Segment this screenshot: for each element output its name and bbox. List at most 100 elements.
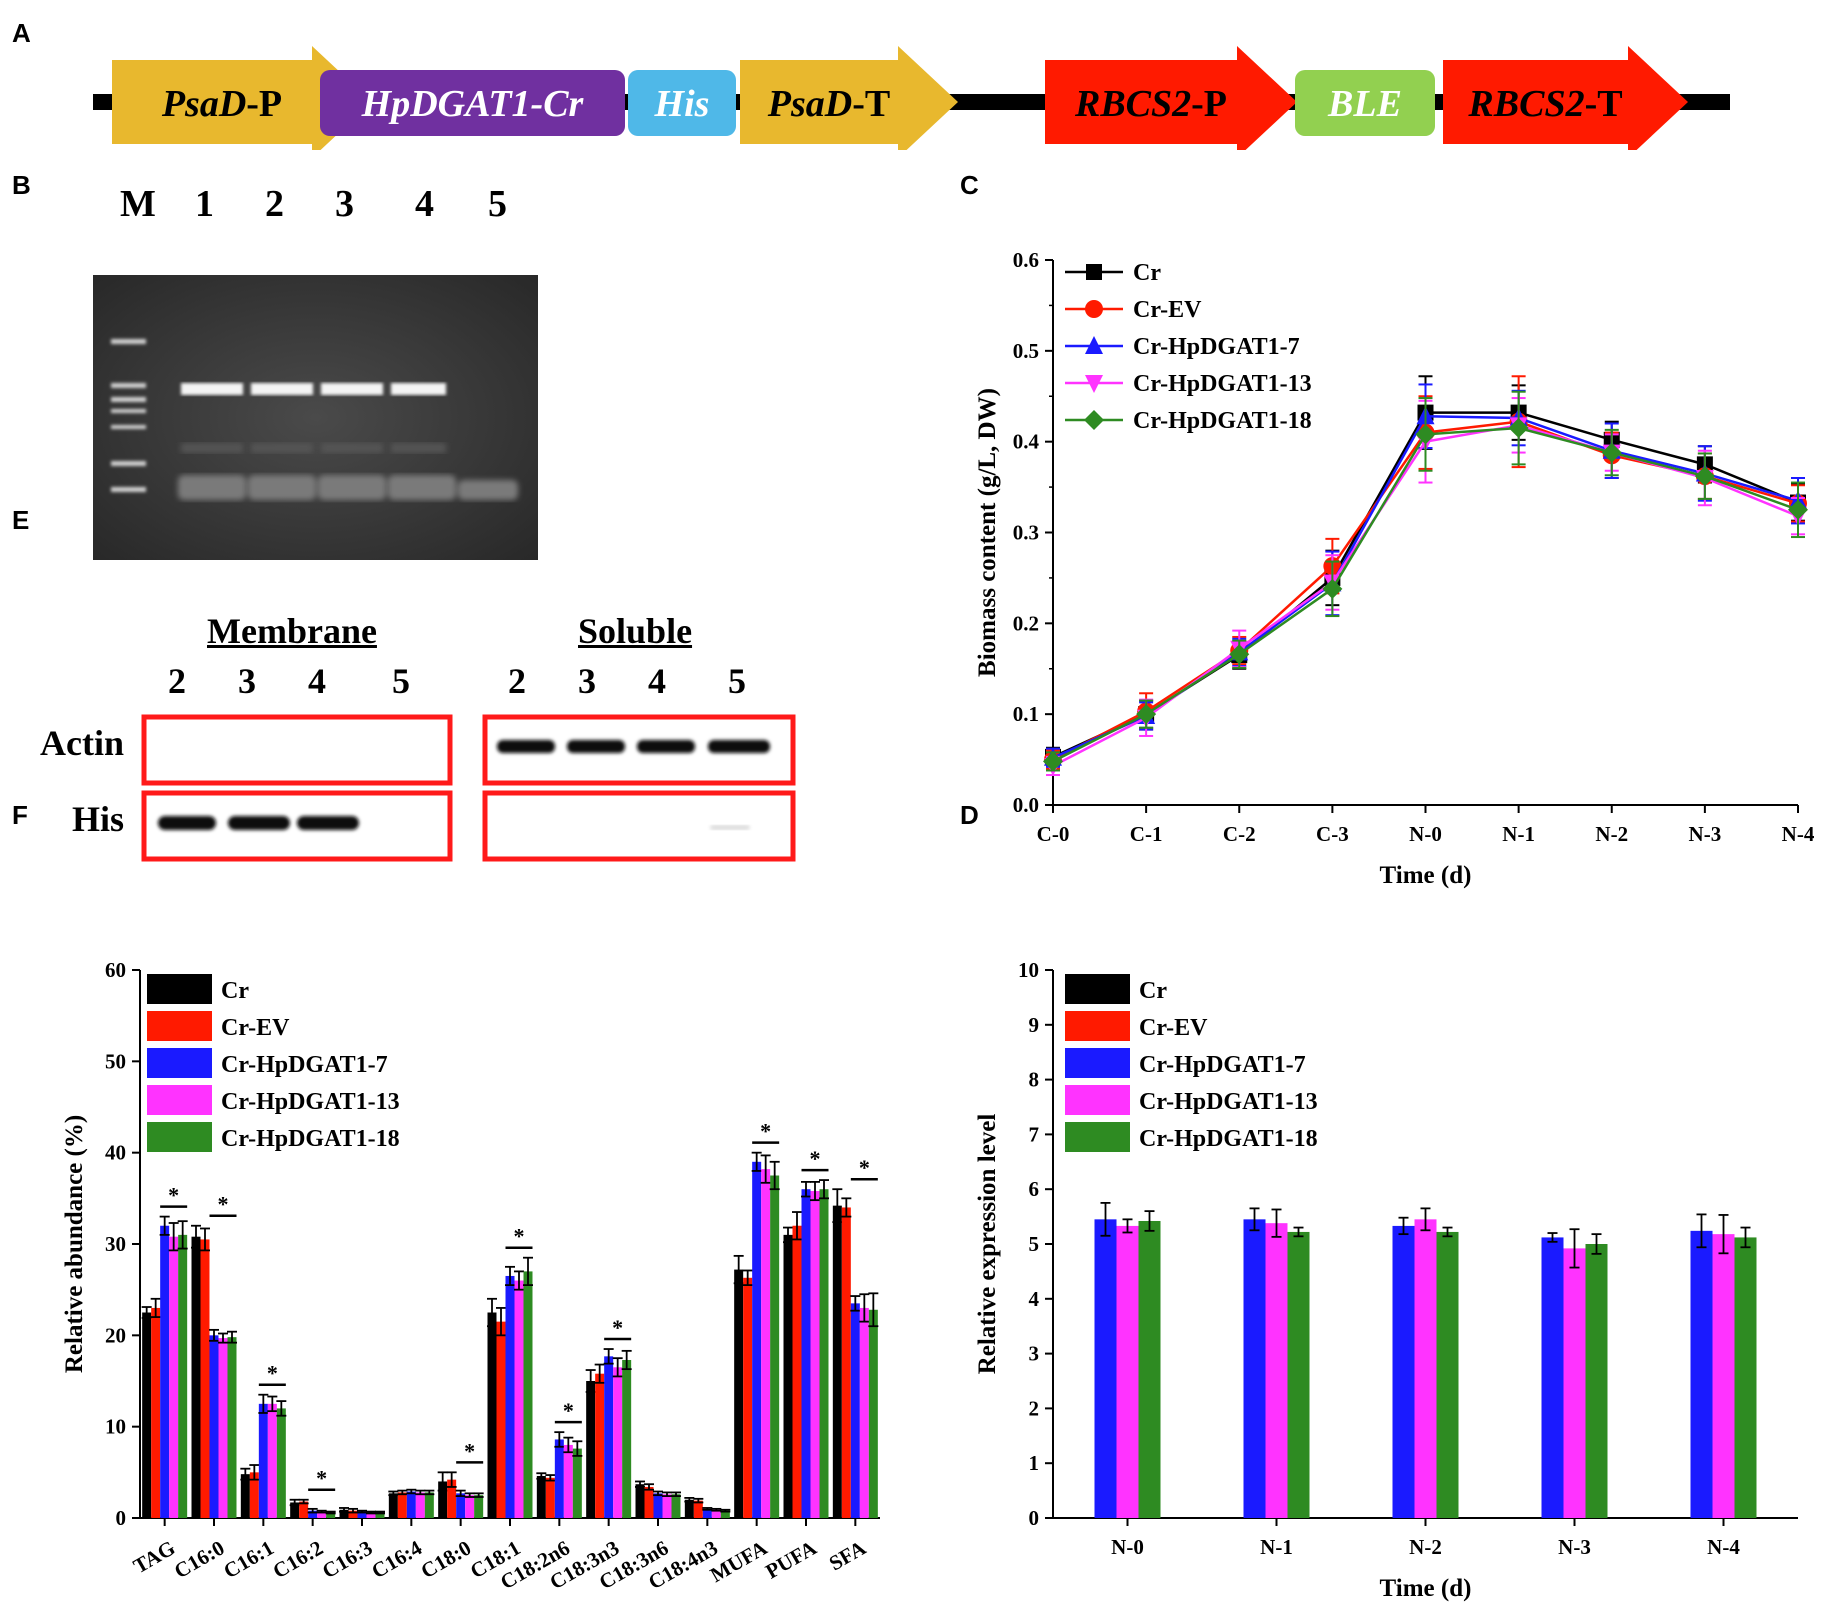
significance-star: * (267, 1361, 278, 1386)
c-x-tick-label: C-2 (1223, 822, 1256, 846)
bar-legend-label: Cr-HpDGAT1-7 (1139, 1052, 1306, 1078)
c-point (1508, 418, 1529, 439)
c-point (1415, 424, 1436, 445)
bar (1116, 1225, 1139, 1518)
bar-y-tick-label: 8 (1029, 1068, 1040, 1092)
bar (720, 1510, 730, 1518)
bar-legend-swatch (1065, 1011, 1130, 1041)
bar-y-tick-label: 10 (105, 1415, 126, 1439)
significance-star: * (612, 1315, 623, 1340)
bar-group-1: N-1 (1243, 1207, 1310, 1559)
bar-legend-item: Cr-HpDGAT1-18 (147, 1122, 400, 1152)
c-point (1084, 410, 1104, 430)
bar-x-tick-label: C16:4 (367, 1535, 426, 1583)
bar (662, 1494, 672, 1518)
bar-legend-label: Cr (221, 978, 249, 1004)
bar-x-tick-label: N-4 (1707, 1535, 1740, 1559)
bar (711, 1509, 721, 1518)
construct-suffix: -P (1191, 83, 1227, 125)
bar (308, 1510, 318, 1518)
bar-legend-swatch (147, 1085, 212, 1115)
bar-legend-item: Cr-EV (1065, 1011, 1208, 1041)
soluble-lane-5: 5 (728, 661, 746, 701)
bar-y-tick-label: 30 (105, 1232, 126, 1256)
gel-lane-m: M (120, 183, 156, 225)
bar (487, 1312, 497, 1518)
bar (160, 1225, 170, 1518)
c-legend-label: Cr-HpDGAT1-13 (1133, 371, 1312, 397)
membrane-lane-2: 2 (168, 661, 186, 701)
c-point (1322, 578, 1343, 599)
bar-group-3: N-3 (1541, 1228, 1608, 1559)
gel-lane-2: 2 (265, 183, 284, 225)
construct-label: BLE (1327, 83, 1402, 125)
western-blot (141, 714, 796, 862)
bar-x-tick-label: N-2 (1409, 1535, 1442, 1559)
construct-element-4: RBCS2-P (1045, 46, 1297, 150)
panel-label-b: B (12, 170, 31, 200)
c-legend-label: Cr-HpDGAT1-18 (1133, 408, 1312, 434)
construct-arrow-shape (1443, 46, 1688, 150)
bar (178, 1234, 188, 1518)
bar-legend-label: Cr-EV (1139, 1015, 1208, 1041)
bar-group-2: N-2 (1392, 1207, 1459, 1559)
c-y-axis-title: Biomass content (g/L, DW) (974, 388, 1001, 677)
significance-star: * (316, 1466, 327, 1491)
c-y-tick-label: 0.2 (1013, 611, 1039, 635)
bar-x-tick-label: N-0 (1111, 1535, 1144, 1559)
c-y-tick-label: 0.4 (1013, 430, 1040, 454)
bar (456, 1493, 466, 1518)
bar (151, 1307, 161, 1518)
bar (850, 1303, 860, 1518)
c-y-tick-label: 0.6 (1013, 248, 1039, 272)
gel-lane-3: 3 (335, 183, 354, 225)
bar (536, 1475, 546, 1518)
bar (693, 1500, 703, 1518)
c-x-tick-label: N-0 (1409, 822, 1442, 846)
bar (258, 1403, 268, 1518)
c-x-tick-label: N-2 (1595, 822, 1628, 846)
c-x-tick-label: C-1 (1130, 822, 1163, 846)
gel-ladder (111, 339, 146, 492)
c-point (1694, 466, 1715, 487)
c-x-tick-label: N-4 (1782, 822, 1815, 846)
construct-element-5: BLE (1295, 70, 1435, 136)
gel-lane-5: 5 (488, 183, 507, 225)
c-x-tick-label: N-3 (1689, 822, 1722, 846)
actin-band-4 (637, 740, 695, 753)
bar-legend-item: Cr-HpDGAT1-7 (1065, 1048, 1306, 1078)
c-legend-item: Cr-HpDGAT1-18 (1065, 408, 1312, 434)
bar (1392, 1225, 1415, 1518)
construct-gene-name: HpDGAT1-Cr (361, 83, 585, 125)
soluble-his-box (482, 790, 796, 862)
c-legend-item: Cr-HpDGAT1-13 (1065, 371, 1312, 397)
bar-x-tick-label: C16:1 (219, 1536, 277, 1584)
construct-label: His (654, 83, 710, 125)
c-y-tick-label: 0.0 (1013, 793, 1039, 817)
bar-legend-label: Cr-HpDGAT1-13 (1139, 1089, 1318, 1115)
construct-suffix: -T (852, 83, 890, 125)
construct-box-shape (320, 70, 625, 136)
bar-x-tick-label: N-1 (1260, 1535, 1293, 1559)
bar-legend-item: Cr-EV (147, 1011, 290, 1041)
bar-y-axis-title: Relative expression level (974, 1114, 1001, 1375)
soluble-lane-3: 3 (578, 661, 596, 701)
bar (317, 1511, 327, 1518)
bar (415, 1492, 425, 1518)
significance-star: * (514, 1224, 525, 1249)
row-label-his: His (72, 799, 125, 839)
bar-y-tick-label: 20 (105, 1323, 126, 1347)
bar-y-tick-label: 0 (116, 1506, 127, 1530)
c-x-tick-label: N-1 (1502, 822, 1535, 846)
bar-legend-swatch (1065, 1122, 1130, 1152)
bar (1712, 1234, 1735, 1518)
bar-y-tick-label: 40 (105, 1141, 126, 1165)
bar-legend-swatch (147, 1048, 212, 1078)
bar-legend-label: Cr (1139, 978, 1167, 1004)
bar (819, 1189, 829, 1518)
c-legend-label: Cr (1133, 260, 1161, 286)
significance-star: * (760, 1119, 771, 1144)
bar (1690, 1230, 1713, 1518)
construct-gene-name: BLE (1327, 83, 1402, 125)
